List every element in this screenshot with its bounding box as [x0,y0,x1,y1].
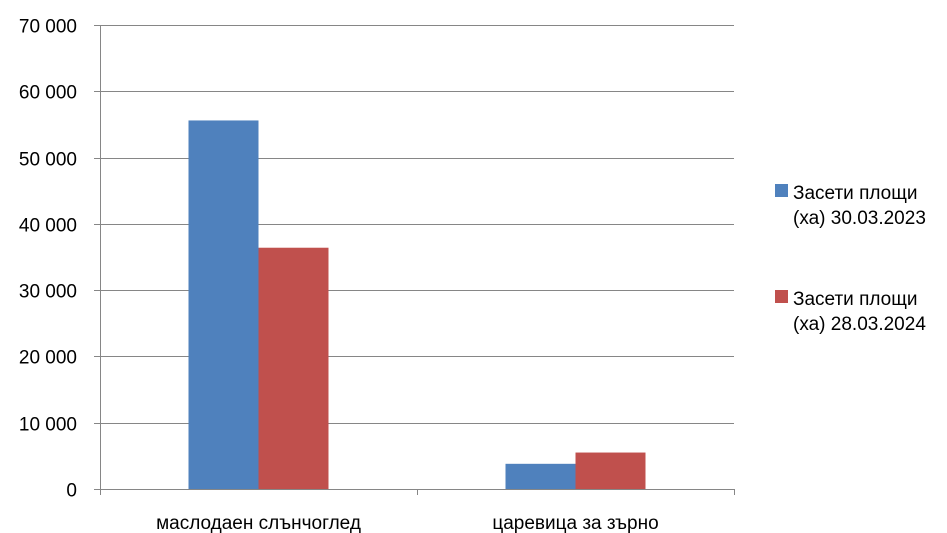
bars [188,120,646,490]
bar-series-1-category-2 [505,463,576,489]
y-tick-label: 40 000 [19,216,77,237]
y-tick-label: 30 000 [19,282,77,303]
x-category-label: царевица за зърно [492,513,658,533]
y-tick-label: 70 000 [19,17,77,38]
bar-series-1-category-1 [188,120,259,490]
legend-swatch [775,184,788,197]
y-tick-label: 10 000 [19,415,77,436]
legend-label: (ха) 28.03.2024 [793,314,926,335]
legend: Засети площи (ха) 30.03.2023 Засети площи (… [775,183,926,335]
legend-swatch [775,290,788,303]
y-axis-ticks: 0 10 000 20 000 30 000 40 000 50 000 60 000 70 … [19,17,100,502]
legend-label: Засети площи [793,289,917,310]
legend-label: (ха) 30.03.2023 [793,208,926,229]
y-tick-label: 50 000 [19,150,77,171]
legend-label: Засети площи [793,183,917,204]
y-tick-label: 0 [66,481,77,502]
y-tick-label: 60 000 [19,83,77,104]
bar-series-2-category-2 [575,452,646,489]
bar-series-2-category-1 [258,247,329,489]
x-category-label: маслодаен слънчоглед [156,513,361,533]
y-tick-label: 20 000 [19,348,77,369]
axes [100,25,735,495]
x-axis-categories: маслодаен слънчоглед царевица за зърно [156,513,659,533]
